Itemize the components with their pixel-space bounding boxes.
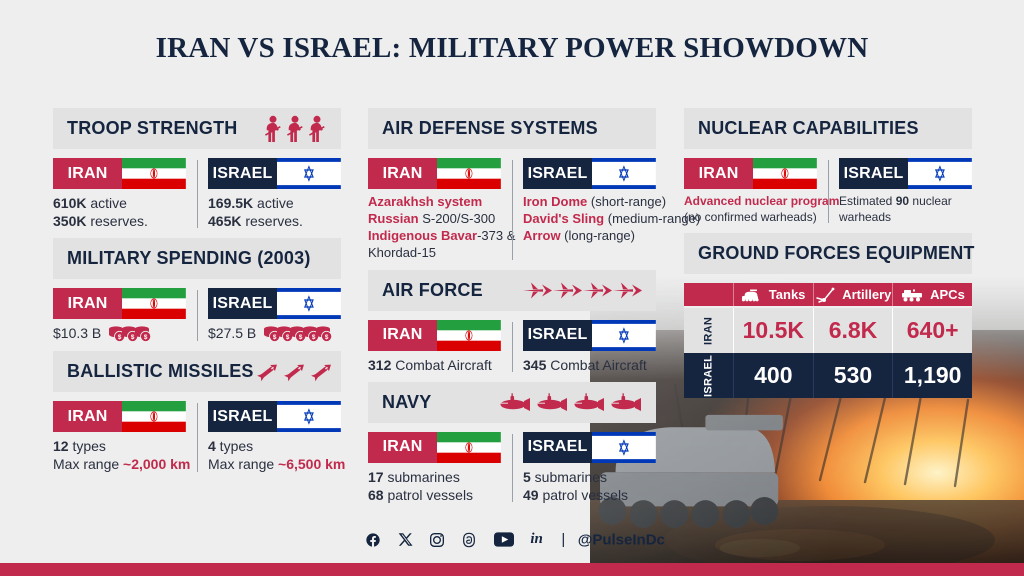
svg-text:$: $: [131, 334, 135, 341]
svg-text:$: $: [118, 334, 122, 341]
svg-text:$: $: [286, 334, 290, 341]
svg-text:$: $: [144, 334, 148, 341]
svg-text:$: $: [273, 334, 277, 341]
svg-text:$: $: [325, 334, 329, 341]
svg-text:$: $: [299, 334, 303, 341]
svg-text:$: $: [312, 334, 316, 341]
